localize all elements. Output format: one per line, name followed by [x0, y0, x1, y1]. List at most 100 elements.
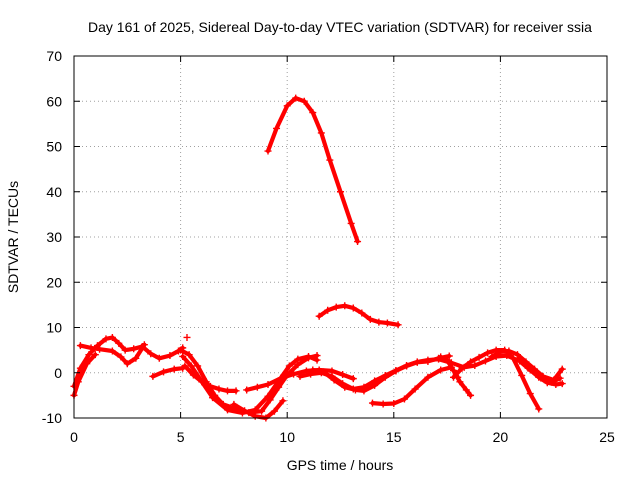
series-arc-p: [513, 355, 566, 389]
data-point: [140, 341, 148, 349]
y-axis-label: SDTVAR / TECUs: [5, 181, 21, 293]
data-point: [294, 355, 302, 363]
data-point: [279, 397, 287, 405]
series-arc-d: [149, 364, 187, 380]
y-tick-label: 70: [46, 48, 62, 64]
data-point: [305, 352, 313, 360]
data-point: [513, 355, 521, 363]
data-point: [102, 335, 110, 343]
data-point: [337, 188, 344, 196]
data-point: [339, 371, 347, 379]
data-point: [332, 303, 340, 311]
data-point: [166, 352, 174, 360]
data-point: [224, 406, 232, 414]
data-point: [183, 333, 191, 341]
series-line: [265, 96, 360, 244]
series-arc-n: [449, 346, 543, 413]
series-arc-g: [181, 362, 240, 395]
data-point: [241, 407, 249, 415]
data-point: [379, 400, 387, 408]
data-point: [471, 362, 479, 370]
data-point: [309, 109, 317, 117]
data-point: [132, 354, 140, 362]
data-point: [400, 395, 408, 403]
data-point: [456, 378, 464, 386]
data-point: [149, 372, 157, 380]
data-point: [449, 373, 457, 381]
data-point: [324, 306, 332, 314]
axis-ticks: 0 5 10 15 20 25 -10 0 10 20 30 40 50 60 70: [42, 48, 615, 445]
series-line: [317, 303, 401, 327]
data-point: [117, 353, 125, 361]
y-tick-label: 50: [46, 139, 62, 155]
data-point: [403, 362, 411, 370]
data-point: [290, 370, 298, 378]
data-point: [87, 344, 95, 352]
data-point: [394, 321, 402, 329]
data-point: [264, 147, 272, 155]
data-point: [121, 346, 129, 354]
data-point: [443, 356, 451, 364]
data-point: [283, 102, 291, 110]
data-point: [341, 383, 349, 391]
y-tick-label: 60: [46, 93, 62, 109]
data-point: [518, 371, 526, 379]
data-point: [543, 379, 551, 387]
series-arc-mid: [315, 302, 402, 329]
data-point: [475, 353, 483, 361]
data-point: [115, 339, 123, 347]
x-tick-label: 5: [177, 429, 185, 445]
data-point: [535, 405, 543, 413]
x-tick-label: 25: [599, 429, 615, 445]
series-arc-l: [368, 363, 462, 408]
series-outlier: [183, 333, 191, 341]
series-arc-k: [309, 352, 453, 395]
x-tick-label: 20: [493, 429, 509, 445]
data-point: [185, 351, 193, 359]
data-point: [285, 362, 293, 370]
data-point: [535, 373, 543, 381]
data-point: [130, 345, 138, 353]
data-point: [368, 399, 376, 407]
data-point: [85, 351, 93, 359]
data-point: [383, 319, 391, 327]
data-point: [381, 373, 389, 381]
data-point: [360, 387, 368, 395]
x-tick-label: 0: [70, 429, 78, 445]
data-point: [524, 364, 532, 372]
data-point: [309, 366, 317, 374]
data-point: [315, 312, 323, 320]
data-point: [273, 124, 281, 132]
data-point: [326, 156, 334, 164]
data-point: [354, 238, 362, 246]
data-point: [206, 382, 214, 390]
data-point: [266, 396, 274, 404]
data-point: [496, 348, 504, 356]
data-point: [358, 309, 366, 317]
y-tick-label: 0: [54, 365, 62, 381]
data-point: [371, 381, 379, 389]
data-point: [108, 333, 116, 341]
data-point: [264, 392, 272, 400]
data-point: [224, 387, 232, 395]
data-point: [552, 381, 560, 389]
data-point: [437, 366, 445, 374]
data-point: [270, 407, 278, 415]
data-point: [96, 345, 104, 353]
y-tick-label: 40: [46, 184, 62, 200]
data-point: [449, 366, 457, 374]
data-point: [215, 385, 223, 393]
data-point: [390, 400, 398, 408]
data-point: [411, 385, 419, 393]
data-point: [319, 368, 327, 376]
y-tick-label: 30: [46, 229, 62, 245]
data-point: [445, 352, 453, 360]
data-point: [392, 367, 400, 375]
data-point: [230, 400, 238, 408]
data-point: [300, 97, 308, 105]
data-point: [437, 353, 445, 361]
data-point: [91, 351, 99, 359]
data-point: [253, 383, 261, 391]
data-point: [177, 346, 185, 354]
